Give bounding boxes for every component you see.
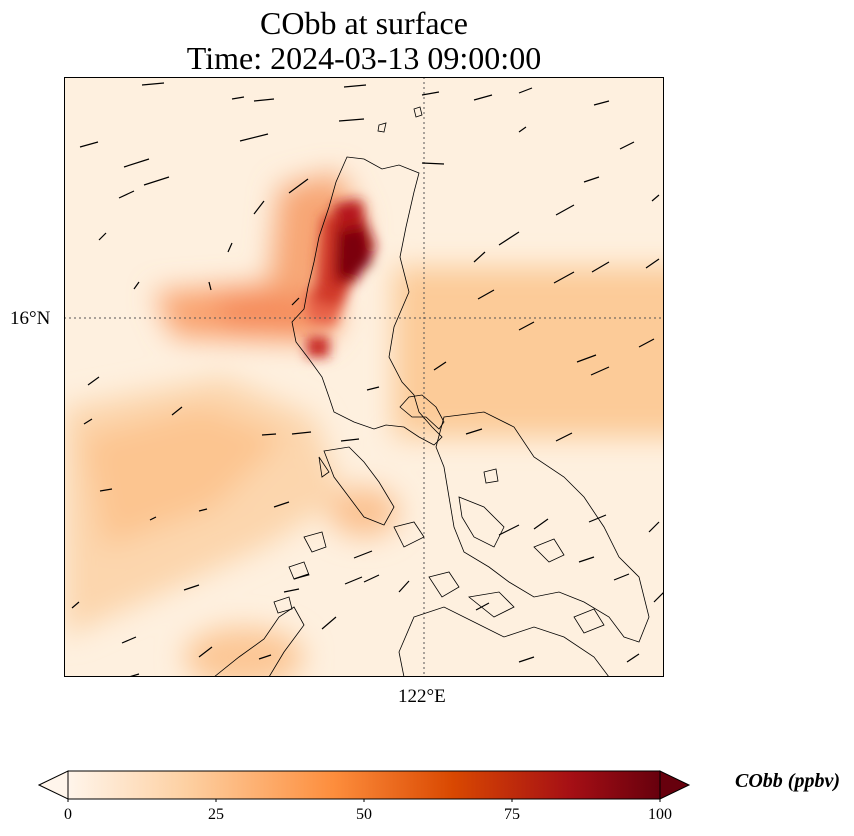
colorbar-tick-label: 100 bbox=[648, 806, 672, 823]
colorbar-max-extend bbox=[659, 770, 691, 800]
map-time: Time: 2024-03-13 09:00:00 bbox=[186, 40, 542, 76]
cobb-map bbox=[64, 77, 664, 677]
colorbar-tick-label: 0 bbox=[64, 806, 72, 823]
colorbar-tick-label: 75 bbox=[504, 806, 520, 823]
map-panel bbox=[64, 77, 664, 677]
colorbar-tick-label: 25 bbox=[208, 806, 224, 823]
map-frame bbox=[64, 77, 664, 677]
colorbar-label: CObb (ppbv) bbox=[735, 770, 840, 792]
colorbar-min-extend bbox=[38, 770, 69, 800]
colorbar-tick-label: 50 bbox=[356, 806, 372, 823]
longitude-tick-label: 122°E bbox=[398, 686, 446, 707]
wind-vectors bbox=[71, 82, 664, 677]
latitude-tick-label: 16°N bbox=[10, 308, 51, 329]
colorbar bbox=[38, 770, 691, 802]
hotspot-pixels bbox=[304, 199, 376, 357]
map-title: CObb at surface bbox=[260, 5, 468, 41]
concentration-field bbox=[64, 172, 664, 677]
coastlines bbox=[213, 106, 650, 677]
colorbar-gradient bbox=[67, 770, 661, 800]
